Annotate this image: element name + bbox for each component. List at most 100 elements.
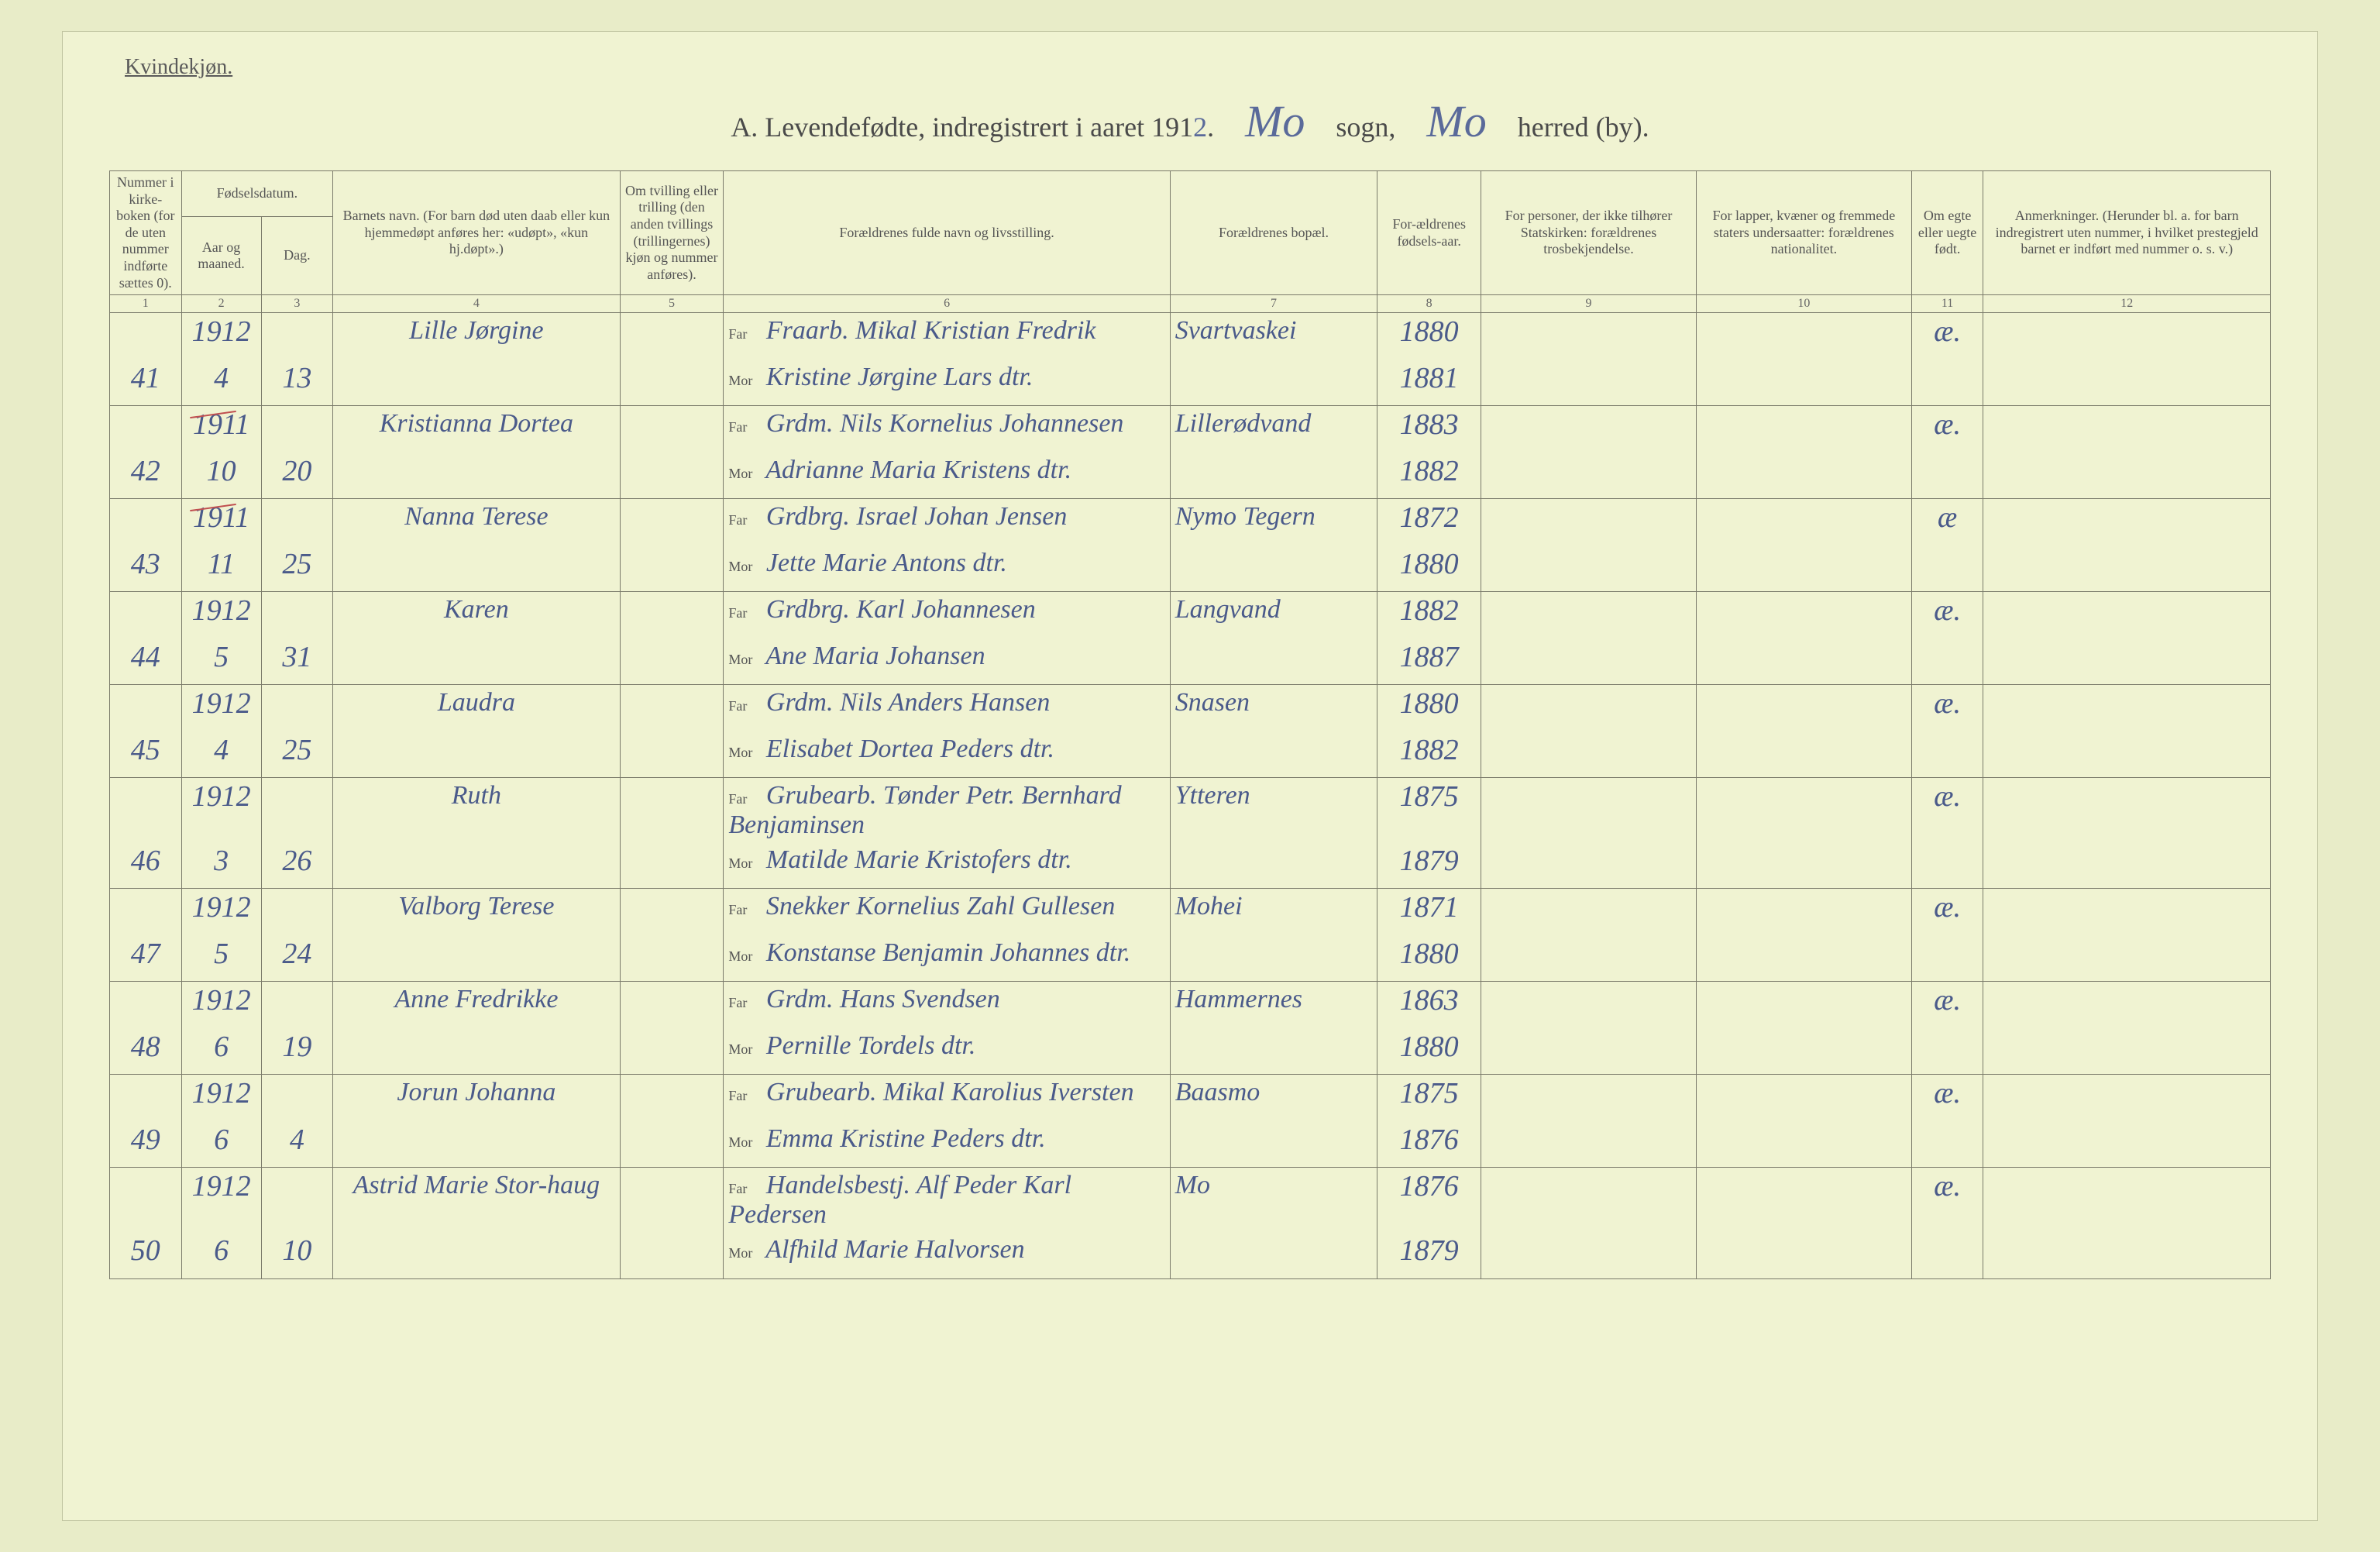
cell-number: 41: [110, 360, 182, 406]
cell-father-year: 1863: [1377, 982, 1481, 1028]
cell-empty: [1170, 1232, 1377, 1278]
cell-nationality: [1696, 1168, 1911, 1278]
cell-father: Far Grubearb. Mikal Karolius Iversten: [724, 1075, 1170, 1121]
cell-father-year: 1875: [1377, 1075, 1481, 1121]
cell-empty: [110, 592, 182, 638]
cell-number: 44: [110, 638, 182, 685]
record-row: 1912Lille JørgineFar Fraarb. Mikal Krist…: [110, 313, 2271, 360]
cell-legitimate: æ.: [1911, 982, 1983, 1075]
cell-religion: [1481, 406, 1697, 499]
cell-day: 10: [261, 1232, 333, 1278]
cell-mother: Mor Elisabet Dortea Peders dtr.: [724, 731, 1170, 778]
far-label: Far: [728, 1089, 759, 1104]
cell-remarks: [1983, 313, 2271, 406]
record-row: 1912Astrid Marie Stor-haugFar Handelsbes…: [110, 1168, 2271, 1232]
cell-mother-year: 1880: [1377, 545, 1481, 592]
title-year-digit: 2: [1193, 112, 1207, 143]
cell-number: 45: [110, 731, 182, 778]
cell-empty: [1170, 360, 1377, 406]
cell-nationality: [1696, 1075, 1911, 1168]
cell-month: 6: [181, 1028, 261, 1075]
cell-child-name: Anne Fredrikke: [333, 982, 620, 1075]
cell-residence: Nymo Tegern: [1170, 499, 1377, 545]
cell-child-name: Karen: [333, 592, 620, 685]
cell-twin: [620, 982, 724, 1075]
cell-empty: [110, 1075, 182, 1121]
cell-empty: [261, 778, 333, 842]
colnum-8: 8: [1377, 295, 1481, 313]
cell-number: 42: [110, 453, 182, 499]
cell-religion: [1481, 499, 1697, 592]
cell-twin: [620, 406, 724, 499]
cell-mother-year: 1881: [1377, 360, 1481, 406]
cell-father: Far Handelsbestj. Alf Peder Karl Pederse…: [724, 1168, 1170, 1232]
cell-empty: [261, 685, 333, 731]
cell-religion: [1481, 313, 1697, 406]
far-label: Far: [728, 513, 759, 528]
cell-legitimate: æ.: [1911, 592, 1983, 685]
cell-child-name: Astrid Marie Stor-haug: [333, 1168, 620, 1278]
cell-month: 4: [181, 731, 261, 778]
cell-number: 43: [110, 545, 182, 592]
cell-child-name: Lille Jørgine: [333, 313, 620, 406]
cell-twin: [620, 1168, 724, 1278]
col-header-4: Barnets navn. (For barn død uten daab el…: [333, 171, 620, 295]
cell-father: Far Grdm. Nils Anders Hansen: [724, 685, 1170, 731]
mor-label: Mor: [728, 466, 759, 482]
table-header: Nummer i kirke-boken (for de uten nummer…: [110, 171, 2271, 313]
cell-religion: [1481, 889, 1697, 982]
cell-year: 1912: [181, 778, 261, 842]
cell-empty: [1170, 638, 1377, 685]
cell-number: 49: [110, 1121, 182, 1168]
cell-father: Far Fraarb. Mikal Kristian Fredrik: [724, 313, 1170, 360]
cell-remarks: [1983, 778, 2271, 889]
cell-remarks: [1983, 982, 2271, 1075]
cell-twin: [620, 685, 724, 778]
mor-label: Mor: [728, 1042, 759, 1058]
cell-number: 48: [110, 1028, 182, 1075]
cell-month: 11: [181, 545, 261, 592]
col-header-2: Aar og maaned.: [181, 217, 261, 295]
cell-father-year: 1883: [1377, 406, 1481, 453]
far-label: Far: [728, 792, 759, 807]
cell-empty: [110, 889, 182, 935]
cell-nationality: [1696, 499, 1911, 592]
cell-child-name: Kristianna Dortea: [333, 406, 620, 499]
colnum-2: 2: [181, 295, 261, 313]
cell-remarks: [1983, 1168, 2271, 1278]
far-label: Far: [728, 420, 759, 435]
cell-father-year: 1880: [1377, 685, 1481, 731]
cell-empty: [1170, 935, 1377, 982]
cell-father: Far Grubearb. Tønder Petr. Bernhard Benj…: [724, 778, 1170, 842]
cell-legitimate: æ: [1911, 499, 1983, 592]
mor-label: Mor: [728, 1246, 759, 1261]
herred-handwritten: Mo: [1426, 95, 1486, 147]
cell-empty: [1170, 453, 1377, 499]
cell-mother: Mor Matilde Marie Kristofers dtr.: [724, 842, 1170, 889]
cell-mother-year: 1882: [1377, 731, 1481, 778]
col-header-7: Forældrenes bopæl.: [1170, 171, 1377, 295]
cell-child-name: Nanna Terese: [333, 499, 620, 592]
title-row: A. Levendefødte, indregistrert i aaret 1…: [109, 95, 2271, 147]
cell-nationality: [1696, 982, 1911, 1075]
cell-year: 1912: [181, 1075, 261, 1121]
herred-label: herred (by).: [1518, 111, 1649, 143]
cell-father: Far Snekker Kornelius Zahl Gullesen: [724, 889, 1170, 935]
cell-nationality: [1696, 685, 1911, 778]
colnum-10: 10: [1696, 295, 1911, 313]
colnum-12: 12: [1983, 295, 2271, 313]
cell-religion: [1481, 1168, 1697, 1278]
title-prefix: A. Levendefødte, indregistrert i aaret 1…: [731, 111, 1214, 143]
mor-label: Mor: [728, 949, 759, 965]
gender-heading: Kvindekjøn.: [125, 55, 2271, 80]
cell-empty: [261, 499, 333, 545]
cell-legitimate: æ.: [1911, 1075, 1983, 1168]
title-prefix-text: A. Levendefødte, indregistrert i aaret 1…: [731, 112, 1193, 143]
cell-number: 46: [110, 842, 182, 889]
cell-month: 5: [181, 638, 261, 685]
colnum-6: 6: [724, 295, 1170, 313]
cell-legitimate: æ.: [1911, 1168, 1983, 1278]
colnum-1: 1: [110, 295, 182, 313]
cell-mother: Mor Jette Marie Antons dtr.: [724, 545, 1170, 592]
cell-residence: Lillerødvand: [1170, 406, 1377, 453]
